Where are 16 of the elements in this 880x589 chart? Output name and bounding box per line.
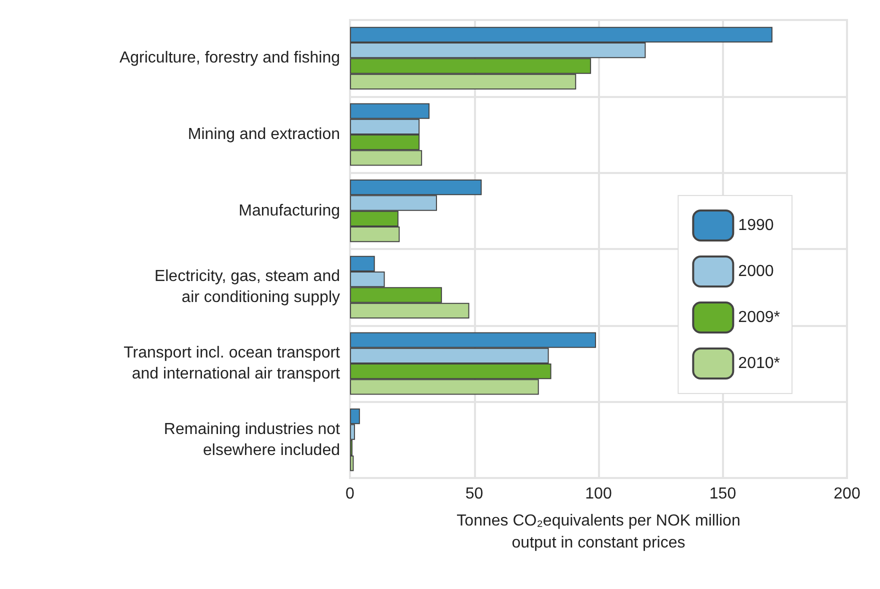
y-tick-label: Transport incl. ocean transport and international air transport: [124, 344, 341, 382]
y-tick-label: Electricity, gas, steam and air conditioning supply: [154, 268, 340, 306]
y-tick-label: Manufacturing: [238, 202, 340, 220]
x-tick-label: 0: [346, 486, 355, 502]
legend-label: 2009*: [738, 309, 780, 326]
y-tick-label: Agriculture, forestry and fishing: [119, 50, 340, 67]
x-tick-label: 200: [834, 486, 860, 502]
x-axis-title: Tonnes CO₂equivalents per NOK million output in constant prices: [456, 512, 740, 552]
x-tick-label: 150: [709, 486, 736, 502]
x-tick-label: 100: [585, 486, 612, 502]
legend-label: 1990: [738, 217, 774, 234]
y-tick-label: Mining and extraction: [188, 126, 340, 143]
legend-label: 2010*: [738, 355, 780, 372]
y-tick-label: Remaining industries not elsewhere included: [164, 420, 341, 459]
x-tick-label: 50: [465, 486, 484, 502]
legend-label: 2000: [738, 263, 774, 280]
